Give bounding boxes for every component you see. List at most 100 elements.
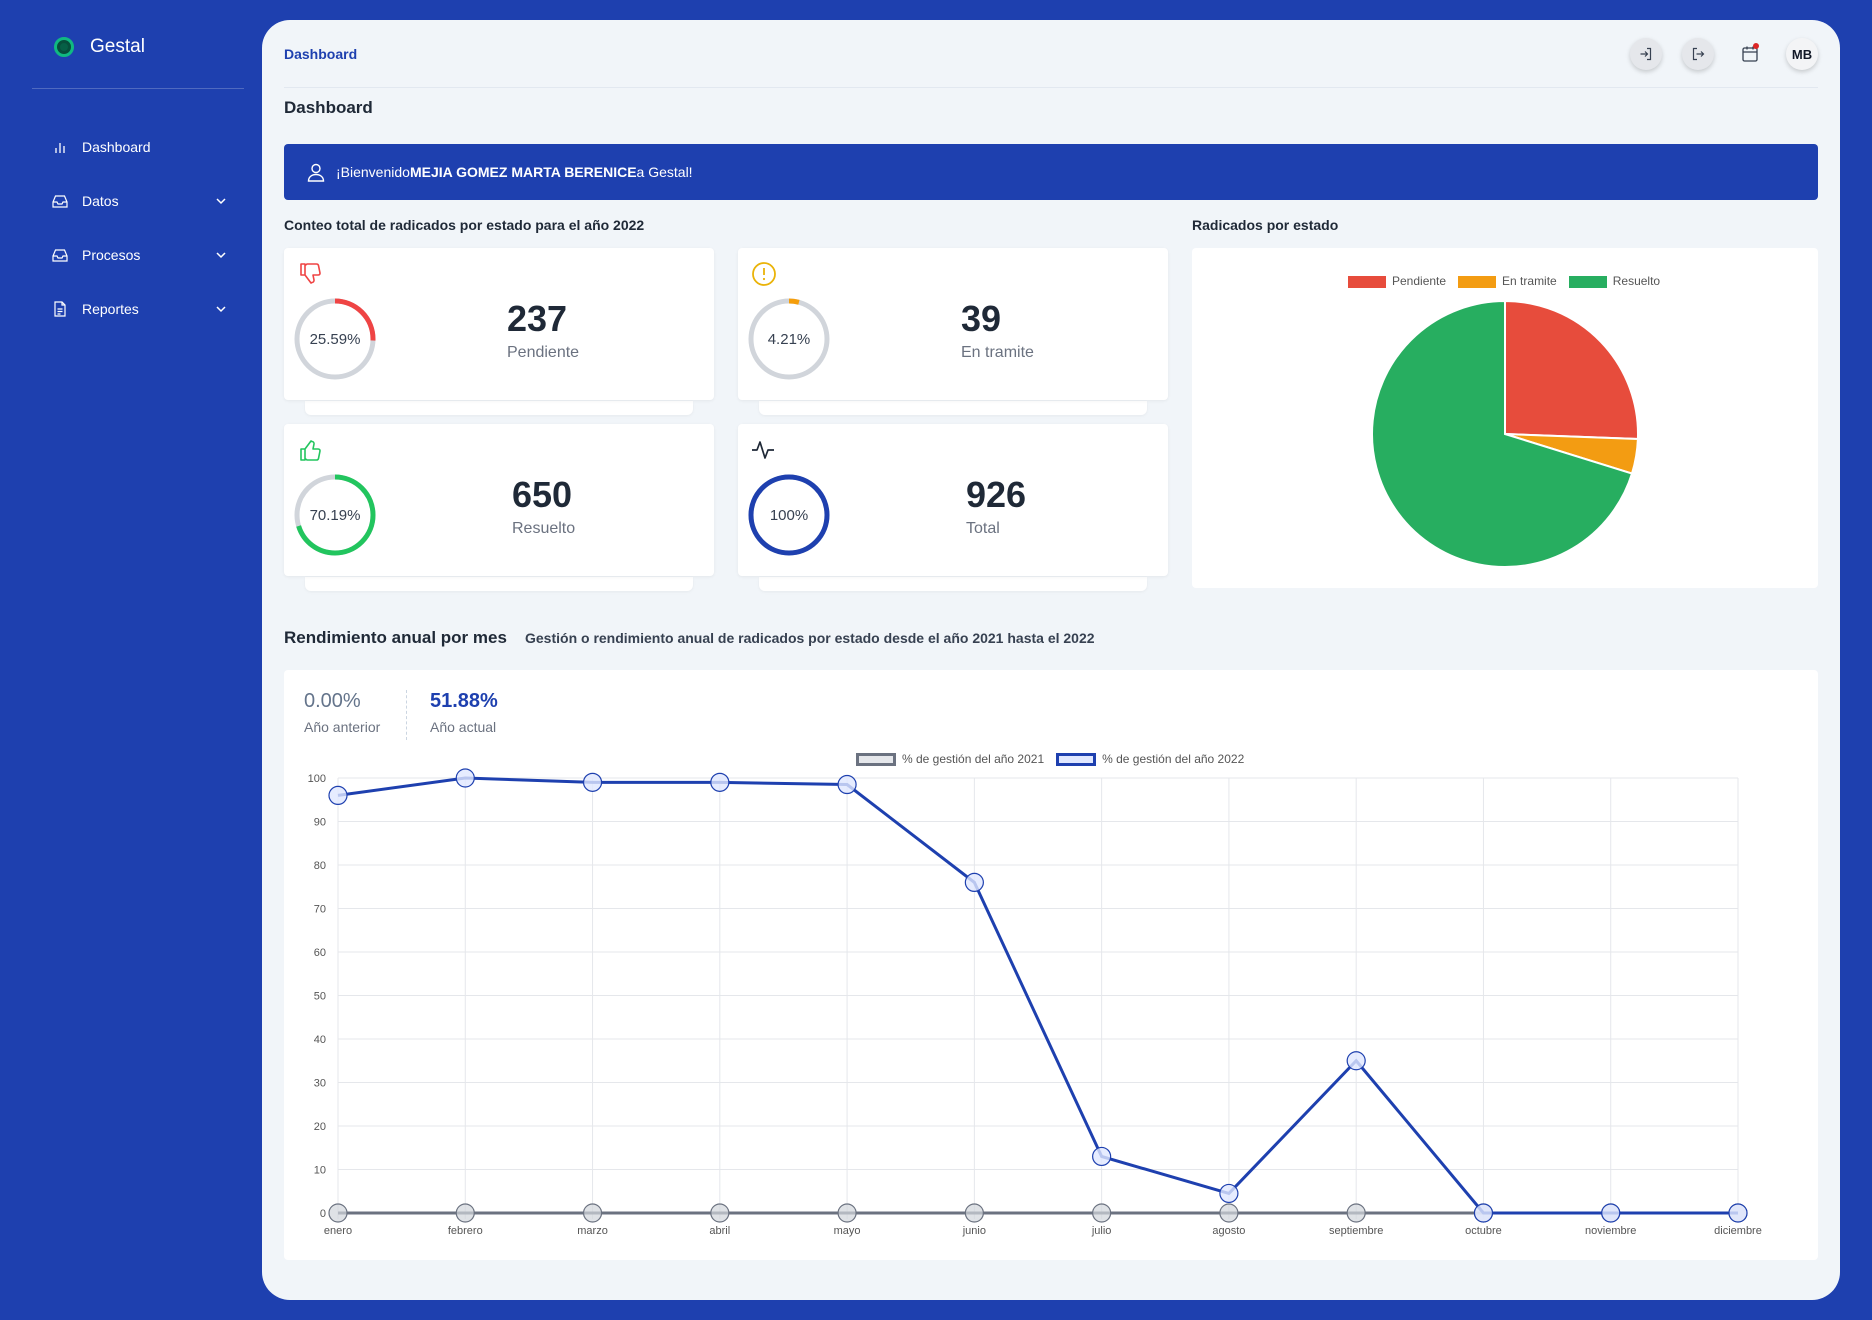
inbox-icon [52, 247, 68, 263]
pie-slice-resuelto [1371, 299, 1634, 568]
x-tick-label: agosto [1212, 1225, 1245, 1237]
kpi-label: Año anterior [304, 719, 381, 735]
welcome-suffix: a Gestal! [636, 164, 693, 180]
y-tick-label: 30 [314, 1078, 326, 1090]
legend-item[interactable]: % de gestión del año 2021 [856, 752, 1045, 767]
legend-item[interactable]: Pendiente [1348, 274, 1446, 288]
sidebar: Gestal Dashboard Datos Procesos [0, 0, 262, 1320]
x-tick-label: diciembre [1714, 1225, 1762, 1237]
y-tick-label: 50 [314, 991, 326, 1003]
sidebar-item-datos[interactable]: Datos [32, 174, 232, 228]
data-point [964, 1203, 984, 1223]
progress-ring [748, 298, 830, 380]
chevron-down-icon [216, 198, 226, 205]
data-point [1346, 1203, 1366, 1223]
data-point [837, 1203, 857, 1223]
sidebar-item-label: Datos [82, 193, 119, 209]
stat-label: Total [966, 520, 1000, 537]
y-tick-label: 20 [314, 1121, 326, 1133]
main-panel: Dashboard MB Dashboard ¡Bienvenido MEJIA… [262, 20, 1840, 1300]
kpi-value: 0.00% [304, 690, 361, 712]
legend-label: En tramite [1502, 274, 1557, 288]
stat-label: Pendiente [507, 344, 580, 361]
data-point [328, 785, 348, 806]
legend-swatch [856, 753, 896, 767]
y-tick-label: 60 [314, 947, 326, 959]
inbox-icon [52, 193, 68, 209]
pie-section-title: Radicados por estado [1192, 217, 1339, 233]
data-point [1346, 1051, 1366, 1071]
data-point [964, 872, 984, 892]
stat-label: En tramite [961, 344, 1034, 361]
sidebar-item-procesos[interactable]: Procesos [32, 228, 232, 282]
pie-legend: Pendiente En tramite Resuelto [1348, 274, 1660, 288]
legend-swatch [1056, 753, 1097, 767]
chevron-down-icon [216, 306, 226, 313]
stat-label: Resuelto [512, 520, 576, 537]
document-icon [52, 301, 68, 317]
data-point [455, 768, 475, 788]
sidebar-nav: Dashboard Datos Procesos Reportes [32, 120, 232, 336]
kpi-label: Año actual [430, 719, 497, 735]
data-point [1728, 1203, 1748, 1223]
data-point [710, 772, 730, 792]
stat-card-total: 100% 926 Total [738, 424, 1168, 576]
stat-card-en-tramite: 4.21% 39 En tramite [738, 248, 1168, 400]
x-tick-label: noviembre [1585, 1225, 1636, 1237]
sidebar-item-label: Reportes [82, 301, 139, 317]
y-tick-label: 10 [314, 1165, 326, 1177]
top-actions: MB [1630, 38, 1818, 70]
kpi-divider [406, 690, 407, 740]
data-point [582, 1203, 603, 1223]
x-tick-label: abril [709, 1225, 730, 1237]
chevron-down-icon [216, 252, 226, 259]
breadcrumb[interactable]: Dashboard [284, 46, 358, 62]
data-point [1092, 1203, 1112, 1223]
y-tick-label: 40 [314, 1034, 326, 1046]
login-button[interactable] [1630, 38, 1662, 70]
legend-swatch [1568, 275, 1607, 288]
sidebar-item-dashboard[interactable]: Dashboard [32, 120, 232, 174]
thumbs-up-icon [300, 440, 321, 461]
legend-swatch [1458, 275, 1497, 288]
topbar: Dashboard MB [284, 20, 1818, 88]
x-tick-label: febrero [448, 1225, 483, 1237]
stat-value: 237 [507, 298, 568, 339]
x-tick-label: marzo [577, 1225, 608, 1237]
progress-ring [294, 474, 376, 556]
stats-section-title: Conteo total de radicados por estado par… [284, 217, 645, 233]
logout-icon [1692, 47, 1705, 61]
calendar-button[interactable] [1734, 38, 1766, 70]
welcome-prefix: ¡Bienvenido [336, 164, 410, 180]
page-title: Dashboard [284, 98, 373, 117]
avatar[interactable]: MB [1786, 38, 1818, 70]
logo-icon [54, 37, 74, 57]
data-point [1473, 1203, 1494, 1223]
progress-percent: 25.59% [309, 330, 361, 348]
progress-ring [294, 298, 376, 380]
x-tick-label: julio [1091, 1225, 1112, 1237]
pie-chart-card: Pendiente En tramite Resuelto [1192, 248, 1818, 588]
data-point [1219, 1203, 1239, 1223]
stat-value: 39 [961, 298, 1002, 339]
legend-item[interactable]: % de gestión del año 2022 [1056, 752, 1245, 767]
data-point [1601, 1203, 1621, 1223]
logout-button[interactable] [1682, 38, 1714, 70]
legend-label: % de gestión del año 2021 [902, 752, 1045, 766]
notification-dot [1753, 43, 1759, 49]
data-point [455, 1203, 475, 1223]
legend-item[interactable]: Resuelto [1568, 274, 1660, 288]
stat-value: 926 [966, 474, 1027, 515]
data-point [582, 772, 603, 792]
x-tick-label: octubre [1465, 1225, 1502, 1237]
line-chart: 0 10 20 30 40 50 60 70 80 90 100 enero febrero marzo a… [308, 768, 1762, 1237]
sidebar-item-reportes[interactable]: Reportes [32, 282, 232, 336]
data-point [837, 774, 857, 795]
brand[interactable]: Gestal [54, 36, 145, 58]
kpi-value: 51.88% [430, 690, 498, 712]
legend-item[interactable]: En tramite [1458, 274, 1557, 288]
performance-subtitle: Gestión o rendimiento anual de radicados… [525, 630, 1095, 646]
legend-label: % de gestión del año 2022 [1102, 752, 1245, 766]
pie-slice-pendiente [1504, 299, 1639, 440]
x-tick-label: junio [962, 1225, 986, 1237]
